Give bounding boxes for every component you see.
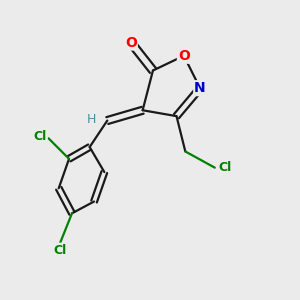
Text: Cl: Cl bbox=[54, 244, 67, 256]
Text: Cl: Cl bbox=[218, 161, 232, 174]
Text: N: N bbox=[194, 81, 206, 95]
Text: O: O bbox=[178, 49, 190, 63]
Text: H: H bbox=[86, 112, 96, 126]
Text: Cl: Cl bbox=[34, 130, 47, 143]
Text: O: O bbox=[125, 35, 137, 50]
